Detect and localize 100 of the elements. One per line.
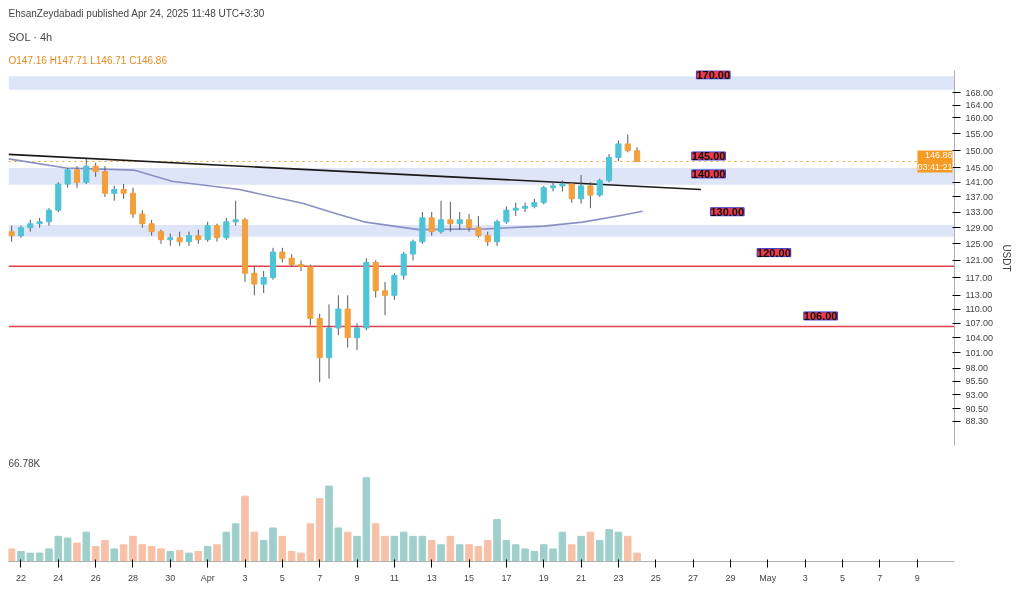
bar	[343, 531, 352, 562]
x-tick-label: 27	[688, 572, 699, 583]
x-tick-label: 30	[165, 572, 176, 583]
y-tick-label: 129.00	[965, 222, 994, 233]
annotation: 170.00	[696, 68, 731, 81]
candlestick	[540, 185, 547, 205]
candlestick	[419, 211, 426, 245]
candlestick	[400, 251, 407, 281]
bar	[567, 544, 576, 562]
bar	[390, 535, 399, 562]
y-tick-label: 95.50	[965, 376, 989, 387]
x-tick-label: 17	[501, 572, 512, 583]
y-tick-label: 137.00	[965, 191, 994, 202]
x-tick-label: 11	[389, 572, 400, 583]
x-tick-label: Apr	[200, 572, 215, 583]
x-tick-label: 9	[914, 572, 920, 583]
x-tick-label: 7	[317, 572, 323, 583]
x-tick-label: 23	[613, 572, 624, 583]
bar	[203, 545, 212, 562]
bar	[483, 540, 492, 562]
candlestick	[493, 219, 501, 247]
bar	[315, 498, 324, 562]
x-tick-label: 28	[127, 572, 138, 583]
candlestick	[204, 221, 211, 243]
y-tick-label: 117.00	[965, 272, 993, 283]
bar	[73, 542, 81, 562]
y-tick-label: 145.00	[965, 162, 994, 173]
y-tick-label: 88.30	[965, 416, 989, 427]
x-tick-label: 15	[464, 572, 475, 583]
bar	[455, 544, 464, 562]
annotation: 140.00	[691, 167, 726, 180]
text: 66.78K	[8, 457, 41, 469]
bar	[175, 550, 184, 562]
bar	[185, 552, 193, 562]
y-tick-label: 133.00	[965, 207, 994, 218]
candlestick	[64, 167, 71, 189]
bar	[278, 535, 287, 562]
chart-subtitle: O147.16 H147.71 L146.71 C146.86	[8, 54, 168, 66]
x-tick-label: 29	[725, 572, 736, 583]
candlestick	[465, 213, 473, 233]
y-tick-label: 113.00	[965, 290, 993, 301]
candlestick	[578, 174, 585, 205]
y-tick-label: 160.00	[965, 112, 994, 123]
candlestick	[185, 231, 193, 247]
y-tick-label: 110.00	[965, 304, 993, 315]
candlestick	[297, 259, 305, 272]
candlestick	[232, 200, 239, 227]
candlestick	[428, 211, 435, 237]
line-series	[8, 158, 644, 231]
y-tick-label: 107.00	[965, 318, 994, 329]
candlestick	[522, 202, 529, 213]
bar	[63, 537, 72, 562]
ref-line-label: 146.86 03:41:21	[917, 150, 953, 173]
bar	[231, 523, 240, 562]
candlestick	[251, 266, 258, 296]
candlestick	[353, 322, 361, 351]
x-tick-label: 3	[242, 572, 248, 583]
candlestick	[73, 165, 81, 189]
candlestick	[447, 201, 454, 233]
candlestick	[83, 158, 90, 185]
bar	[166, 550, 175, 562]
bar	[577, 535, 585, 562]
y-tick-label: 104.00	[965, 332, 994, 343]
x-tick-label: 9	[354, 572, 360, 583]
x-tick-label: 5	[839, 572, 845, 583]
y-axis-title: USDT	[1001, 244, 1013, 272]
y-tick-label: 98.00	[965, 363, 989, 374]
x-tick-label: 3	[802, 572, 808, 583]
y-tick-label: 164.00	[965, 100, 994, 111]
x-tick-label: 5	[279, 572, 285, 583]
candlestick	[550, 181, 557, 192]
candlestick	[335, 294, 342, 336]
candlestick	[615, 140, 622, 162]
y-tick-label: 90.50	[965, 403, 989, 414]
candlestick	[223, 217, 230, 241]
y-tick-label: 141.00	[965, 177, 994, 188]
y-tick-label: 121.00	[965, 255, 994, 266]
candlestick	[437, 200, 445, 235]
bar	[194, 550, 203, 562]
x-tick-label: 22	[15, 572, 26, 583]
bar	[8, 548, 16, 562]
x-tick-label: 19	[538, 572, 549, 583]
candlestick	[596, 178, 603, 198]
candlestick	[587, 181, 594, 209]
y-tick-label: 125.00	[965, 238, 994, 249]
y-tick-label: 101.00	[965, 347, 994, 358]
y-tick-label: 168.00	[965, 87, 994, 98]
y-tick-label: 93.00	[965, 389, 989, 400]
x-tick-label: 7	[877, 572, 883, 583]
y-tick-label: 150.00	[965, 145, 994, 156]
candlestick	[381, 281, 389, 316]
candlestick	[260, 270, 267, 294]
candlestick	[101, 165, 109, 198]
annotation: 145.00	[691, 149, 726, 162]
candlestick	[606, 153, 613, 183]
bar	[586, 531, 595, 562]
bar	[427, 540, 436, 562]
bar	[222, 531, 231, 562]
annotation: 130.00	[710, 205, 745, 218]
bar	[110, 548, 119, 562]
